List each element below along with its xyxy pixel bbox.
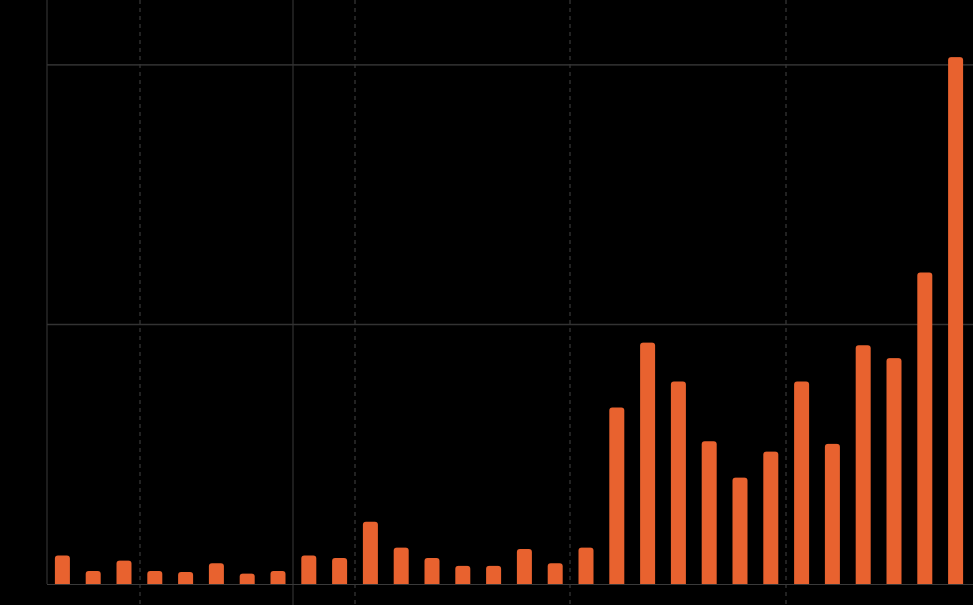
bar [794, 381, 810, 584]
bar [178, 572, 194, 584]
bar [362, 521, 378, 584]
bar [578, 547, 594, 584]
bar [732, 477, 748, 584]
bar [270, 571, 286, 584]
bar [424, 558, 440, 584]
bar [917, 272, 933, 584]
bar [116, 560, 132, 584]
bar [147, 571, 163, 584]
bar [948, 57, 964, 584]
bar [609, 407, 625, 584]
bar [455, 565, 471, 584]
bar [301, 555, 317, 584]
bar [516, 548, 532, 584]
bar [701, 441, 717, 584]
bar [54, 555, 70, 584]
bar [886, 358, 902, 584]
bar [547, 563, 563, 584]
bar [640, 342, 656, 584]
bar [824, 443, 840, 584]
bar [332, 558, 348, 584]
bar [763, 451, 779, 584]
bar [855, 345, 871, 584]
bar [486, 565, 502, 584]
bar [85, 571, 101, 584]
bar [670, 381, 686, 584]
bar [208, 563, 224, 584]
bar [239, 573, 255, 584]
bar [393, 547, 409, 584]
